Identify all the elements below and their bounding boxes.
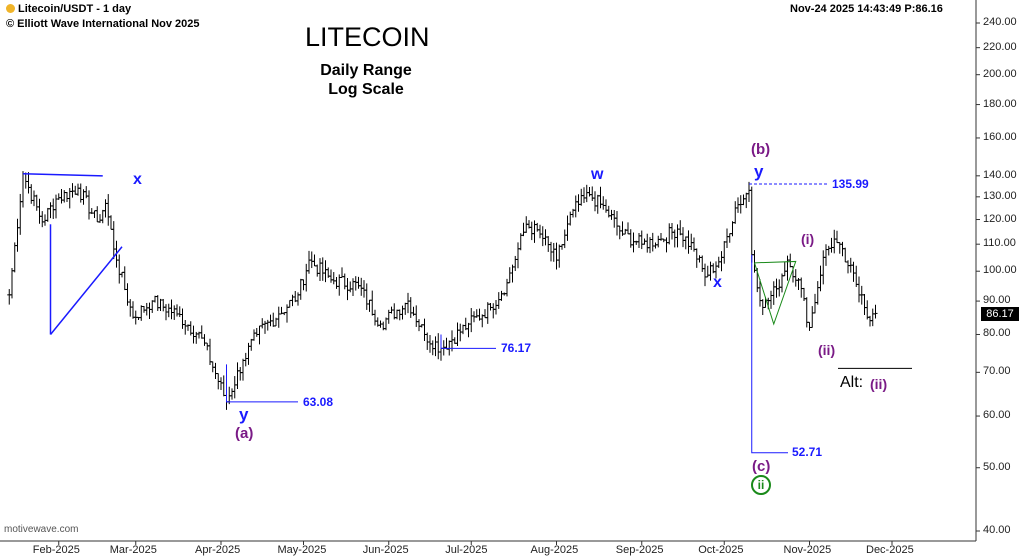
y-tick-label: 90.00 xyxy=(983,294,1011,306)
x-tick-label: Feb-2025 xyxy=(33,544,80,556)
wave-label-i: (i) xyxy=(801,231,814,247)
copyright: © Elliott Wave International Nov 2025 xyxy=(6,18,200,30)
y-tick-label: 240.00 xyxy=(983,16,1017,28)
y-tick-label: 140.00 xyxy=(983,169,1017,181)
wave-label-b: (b) xyxy=(751,141,770,158)
wave-label-a: (a) xyxy=(235,425,253,442)
watermark: motivewave.com xyxy=(4,524,78,535)
y-tick-label: 220.00 xyxy=(983,41,1017,53)
y-tick-label: 200.00 xyxy=(983,68,1017,80)
wave-label-y2: y xyxy=(754,162,763,182)
x-tick-label: Jun-2025 xyxy=(363,544,409,556)
wave-label-c: (c) xyxy=(752,458,770,475)
level-label-52: 52.71 xyxy=(792,445,822,459)
x-tick-label: May-2025 xyxy=(278,544,327,556)
last-price-tag: 86.17 xyxy=(981,307,1019,321)
chart-symbol: Litecoin/USDT - 1 day xyxy=(6,3,131,15)
wave-label-y1: y xyxy=(239,405,248,425)
green-triangle xyxy=(755,261,796,324)
y-tick-label: 40.00 xyxy=(983,524,1011,536)
x-tick-label: Aug-2025 xyxy=(531,544,579,556)
y-tick-label: 160.00 xyxy=(983,131,1017,143)
symbol-dot-icon xyxy=(6,4,15,13)
y-tick-label: 180.00 xyxy=(983,98,1017,110)
wave-label-x1: x xyxy=(133,171,142,189)
x-tick-label: Apr-2025 xyxy=(195,544,240,556)
y-tick-label: 80.00 xyxy=(983,327,1011,339)
x-tick-label: Mar-2025 xyxy=(110,544,157,556)
triangle-top-line xyxy=(23,174,103,176)
y-tick-label: 60.00 xyxy=(983,409,1011,421)
x-tick-label: Dec-2025 xyxy=(866,544,914,556)
wave-label-x2: x xyxy=(713,274,722,292)
timestamp: Nov-24 2025 14:43:49 P:86.16 xyxy=(790,3,943,15)
x-tick-label: Sep-2025 xyxy=(616,544,664,556)
y-tick-label: 100.00 xyxy=(983,264,1017,276)
subtitle-daily: Daily Range xyxy=(286,62,446,80)
wave-label-ii: (ii) xyxy=(818,342,835,358)
alt-label: Alt: xyxy=(840,374,863,392)
wave-label-alt-ii: (ii) xyxy=(870,376,887,392)
x-tick-label: Jul-2025 xyxy=(445,544,487,556)
subtitle-log: Log Scale xyxy=(286,81,446,99)
y-tick-label: 130.00 xyxy=(983,190,1017,202)
level-label-76: 76.17 xyxy=(501,341,531,355)
y-tick-label: 120.00 xyxy=(983,213,1017,225)
chart-title: LITECOIN xyxy=(305,22,430,53)
triangle-bottom-line xyxy=(51,247,123,335)
level-label-63: 63.08 xyxy=(303,395,333,409)
x-tick-label: Oct-2025 xyxy=(698,544,743,556)
y-tick-label: 110.00 xyxy=(983,237,1016,249)
wave-label-w: w xyxy=(591,166,603,184)
y-tick-label: 70.00 xyxy=(983,365,1011,377)
symbol-label: Litecoin/USDT - 1 day xyxy=(18,3,131,15)
level-label-136: 135.99 xyxy=(832,177,869,191)
x-tick-label: Nov-2025 xyxy=(784,544,832,556)
wave-label-circle-ii: ii xyxy=(751,475,771,495)
y-tick-label: 50.00 xyxy=(983,461,1011,473)
